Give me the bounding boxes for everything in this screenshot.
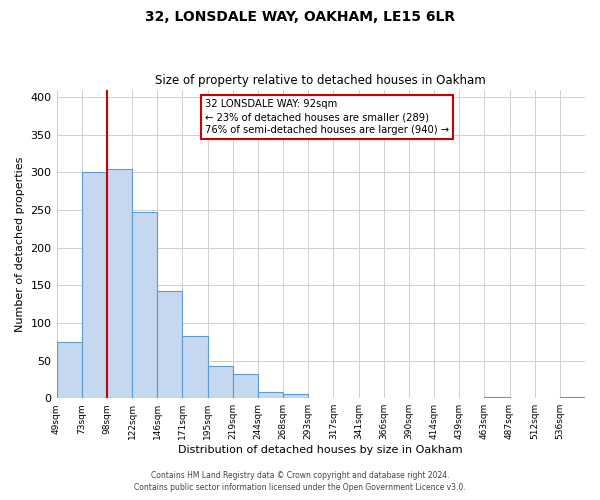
Bar xyxy=(560,396,585,398)
Bar xyxy=(208,366,233,398)
Bar xyxy=(484,396,509,398)
Bar xyxy=(107,168,132,398)
Bar xyxy=(56,342,82,398)
Bar xyxy=(283,394,308,398)
Text: 32, LONSDALE WAY, OAKHAM, LE15 6LR: 32, LONSDALE WAY, OAKHAM, LE15 6LR xyxy=(145,10,455,24)
Bar xyxy=(233,374,258,398)
Text: Contains HM Land Registry data © Crown copyright and database right 2024.
Contai: Contains HM Land Registry data © Crown c… xyxy=(134,471,466,492)
Bar xyxy=(82,172,107,398)
Title: Size of property relative to detached houses in Oakham: Size of property relative to detached ho… xyxy=(155,74,486,87)
Text: 32 LONSDALE WAY: 92sqm
← 23% of detached houses are smaller (289)
76% of semi-de: 32 LONSDALE WAY: 92sqm ← 23% of detached… xyxy=(205,99,449,135)
Bar xyxy=(157,290,182,398)
Bar xyxy=(258,392,283,398)
Bar xyxy=(182,336,208,398)
X-axis label: Distribution of detached houses by size in Oakham: Distribution of detached houses by size … xyxy=(178,445,463,455)
Bar xyxy=(132,212,157,398)
Y-axis label: Number of detached properties: Number of detached properties xyxy=(15,156,25,332)
